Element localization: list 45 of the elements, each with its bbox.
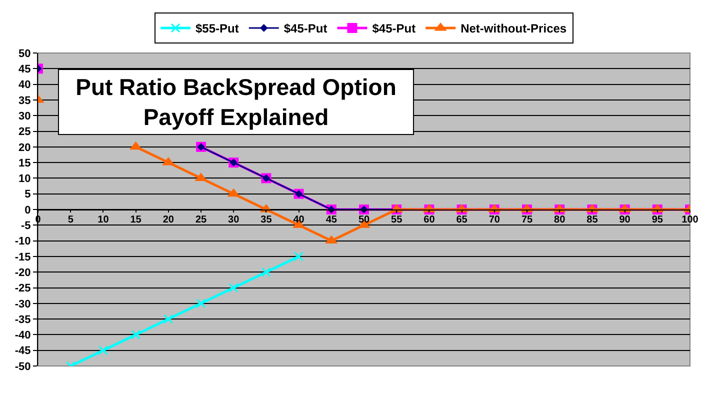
x-tick-label: 60 xyxy=(424,214,436,226)
y-tick-label: 0 xyxy=(24,204,31,216)
y-tick-label: 25 xyxy=(18,126,31,138)
x-tick-label: 75 xyxy=(521,214,533,226)
legend-label: $45-Put xyxy=(372,22,416,36)
x-tick-label: 65 xyxy=(456,214,468,226)
y-tick-label: 30 xyxy=(18,110,31,122)
text: Put Ratio BackSpread Option Payoff Explained xyxy=(76,74,396,130)
y-tick-label: 50 xyxy=(18,48,31,60)
x-tick-label: 80 xyxy=(554,214,566,226)
y-tick-label: 10 xyxy=(18,173,31,186)
x-tick-label: 10 xyxy=(98,214,110,226)
y-tick-label: 45 xyxy=(18,64,31,76)
y-tick-label: 40 xyxy=(18,79,31,92)
y-tick-label: -30 xyxy=(14,298,31,310)
x-tick-label: 45 xyxy=(326,214,338,226)
y-tick-label: -10 xyxy=(14,236,31,248)
y-tick-label: -25 xyxy=(14,282,31,295)
x-tick-label: 30 xyxy=(228,214,240,226)
y-tick-label: -45 xyxy=(14,345,31,358)
y-tick-label: -15 xyxy=(14,251,31,264)
y-tick-label: -50 xyxy=(14,360,31,373)
x-tick-label: 95 xyxy=(652,214,664,226)
y-tick-label: -5 xyxy=(21,220,31,232)
x-tick-label: 55 xyxy=(391,214,403,226)
y-tick-label: 35 xyxy=(18,94,31,107)
x-tick-label: 25 xyxy=(195,214,207,226)
x-tick-label: 5 xyxy=(68,214,74,226)
x-tick-label: 85 xyxy=(586,214,598,226)
legend-label: $55-Put xyxy=(196,22,239,36)
x-tick-label: 70 xyxy=(488,214,500,226)
y-tick-label: 5 xyxy=(24,188,31,201)
y-tick-label: -20 xyxy=(14,266,31,279)
x-tick-label: 35 xyxy=(260,214,272,226)
x-tick-label: 100 xyxy=(682,214,699,226)
legend-label: Net-without-Prices xyxy=(460,22,567,36)
y-tick-label: -35 xyxy=(14,314,31,326)
y-tick-label: 15 xyxy=(18,157,31,170)
y-tick-label: -40 xyxy=(14,330,31,342)
y-tick-label: 20 xyxy=(18,142,31,154)
x-tick-label: 20 xyxy=(162,214,174,226)
legend-label: $45-Put xyxy=(284,22,328,36)
x-tick-label: 40 xyxy=(293,214,305,226)
x-tick-label: 90 xyxy=(619,214,631,226)
x-tick-label: 15 xyxy=(130,214,142,226)
